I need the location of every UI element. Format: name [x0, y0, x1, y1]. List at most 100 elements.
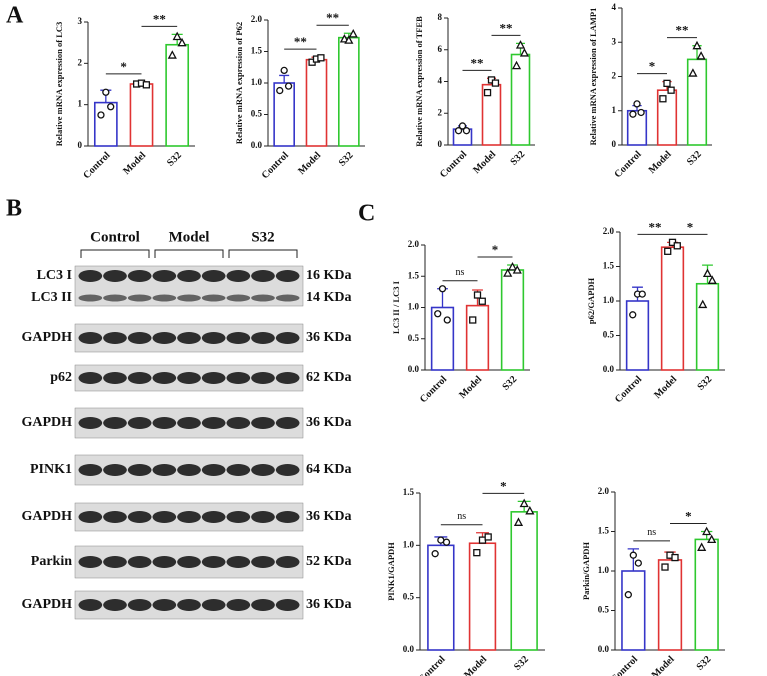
blot-band	[127, 372, 152, 384]
data-point	[707, 275, 717, 284]
blot-band	[127, 464, 152, 476]
y-tick-label: 4	[438, 76, 443, 86]
group-bracket	[228, 249, 298, 258]
y-axis-label: Relative mRNA expression of LC3	[54, 22, 64, 147]
blot-band	[152, 294, 177, 302]
data-point	[624, 591, 632, 599]
y-tick-label: 1.5	[403, 487, 415, 497]
y-tick-label: 2.0	[408, 239, 420, 249]
data-point	[697, 542, 707, 551]
y-axis-label: Parkin/GAPDH	[581, 542, 591, 600]
x-tick-label: Control	[609, 654, 640, 676]
blot-band	[152, 464, 177, 476]
significance-label: ns	[457, 511, 466, 522]
y-tick-label: 0.0	[403, 644, 415, 654]
data-point	[454, 127, 463, 135]
data-point	[688, 68, 698, 77]
data-point	[167, 50, 177, 59]
data-point	[673, 242, 681, 250]
significance-label: **	[500, 20, 513, 35]
data-point	[276, 86, 284, 95]
protein-label: LC3 I	[37, 268, 72, 283]
blot-band	[127, 294, 152, 302]
protein-label: GAPDH	[21, 509, 72, 524]
data-point	[664, 247, 672, 255]
x-tick-label: S32	[695, 654, 714, 673]
blot-band	[103, 599, 127, 611]
data-point	[663, 79, 671, 87]
blot-band	[152, 599, 177, 611]
size-label: 14 KDa	[306, 290, 352, 305]
y-tick-label: 1.0	[403, 539, 415, 549]
significance-label: **	[676, 23, 689, 38]
x-tick-label: S32	[695, 374, 714, 393]
blot-band	[251, 464, 275, 476]
y-tick-label: 0	[438, 139, 443, 149]
y-tick-label: 1.0	[408, 302, 420, 312]
x-tick-label: S32	[337, 150, 356, 169]
y-tick-label: 6	[438, 44, 443, 54]
significance-label: **	[649, 219, 662, 234]
protein-label: Parkin	[31, 554, 72, 569]
significance-label: **	[153, 11, 166, 26]
blot-band	[152, 332, 177, 344]
y-tick-label: 0.0	[603, 364, 615, 374]
data-point	[434, 310, 442, 318]
blot-band	[201, 417, 226, 429]
size-label: 52 KDa	[306, 554, 352, 569]
data-point	[483, 88, 492, 97]
y-tick-label: 1.5	[251, 46, 263, 56]
panel-label: B	[6, 196, 22, 222]
blot-band	[177, 417, 201, 429]
x-tick-label: S32	[500, 374, 519, 393]
blot-band	[78, 556, 103, 568]
size-label: 16 KDa	[306, 268, 352, 283]
y-tick-label: 1	[612, 105, 617, 115]
blot-band	[275, 372, 300, 384]
blot-band	[78, 464, 103, 476]
data-point	[667, 86, 675, 94]
blot-band	[275, 294, 300, 302]
blot-band	[201, 270, 226, 282]
protein-label: GAPDH	[21, 597, 72, 612]
blot-band	[177, 332, 201, 344]
y-tick-label: 1	[78, 99, 83, 109]
data-point	[702, 526, 712, 536]
blot-band	[152, 417, 177, 429]
x-tick-label: Control	[613, 149, 644, 180]
data-point	[698, 299, 708, 309]
blot-band	[177, 464, 201, 476]
bar	[660, 246, 685, 371]
blot-band	[226, 294, 251, 302]
blot-band	[152, 511, 177, 523]
blot-band	[201, 511, 226, 523]
x-tick-label: Control	[438, 149, 469, 180]
blot-band	[177, 372, 201, 384]
x-tick-label: S32	[165, 150, 184, 169]
size-label: 36 KDa	[306, 415, 352, 430]
data-point	[511, 60, 522, 70]
bar	[129, 83, 154, 147]
y-tick-label: 0.5	[403, 592, 415, 602]
group-bracket	[154, 249, 224, 258]
data-point	[344, 35, 354, 44]
blot-band	[226, 464, 251, 476]
data-point	[478, 297, 486, 305]
x-tick-label: Model	[471, 149, 498, 176]
protein-label: LC3 II	[31, 290, 72, 305]
data-point	[515, 40, 526, 49]
y-tick-label: 0.0	[598, 644, 610, 654]
blot-band	[251, 599, 275, 611]
y-tick-label: 2.0	[603, 226, 615, 236]
bar	[465, 304, 490, 371]
panel-label: A	[6, 3, 24, 29]
x-tick-label: Model	[647, 149, 674, 176]
blot-band	[152, 556, 177, 568]
significance-label: *	[492, 242, 499, 257]
data-point	[97, 111, 105, 119]
group-label: Model	[169, 229, 210, 245]
data-point	[661, 563, 669, 571]
y-tick-label: 0.0	[408, 364, 420, 374]
blot-band	[177, 270, 201, 282]
